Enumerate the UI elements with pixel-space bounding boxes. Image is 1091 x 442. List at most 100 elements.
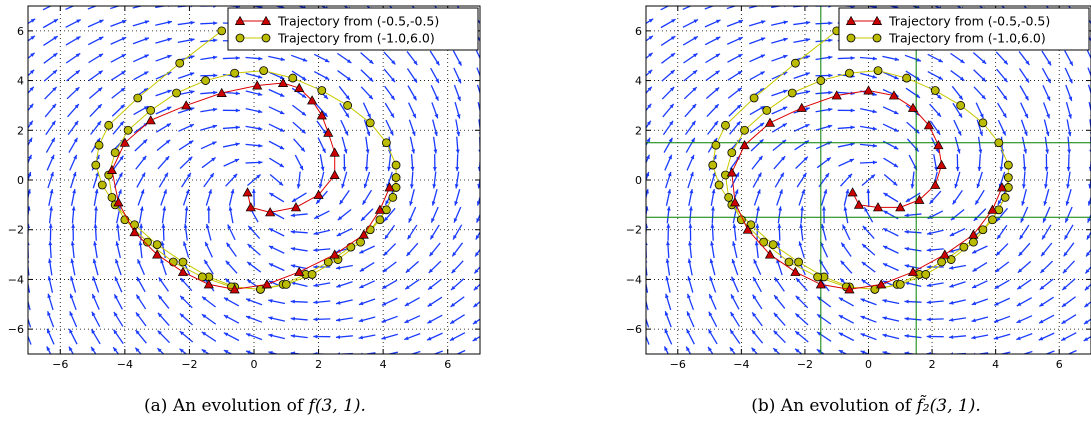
vector-arrowhead — [1044, 167, 1049, 172]
vector-arrowhead — [323, 94, 328, 99]
vector-arrowhead — [212, 124, 217, 129]
vector-arrowhead — [838, 315, 844, 319]
vector-arrowhead — [321, 148, 326, 153]
vector-arrowhead — [301, 129, 306, 134]
vector-arrowhead — [455, 166, 460, 172]
vector-arrowhead — [28, 171, 32, 177]
vector-arrowhead — [736, 121, 741, 126]
vector-arrow — [478, 119, 480, 133]
data-point-circle — [711, 140, 721, 150]
vector-arrowhead — [735, 172, 739, 177]
vector-arrowhead — [691, 104, 697, 109]
data-point-triangle — [316, 110, 327, 120]
y-tick-label: 0 — [17, 174, 24, 187]
vector-arrowhead — [412, 95, 417, 101]
vector-arrowhead — [1003, 60, 1008, 65]
vector-arrowhead — [451, 268, 456, 274]
vector-arrowhead — [206, 206, 211, 211]
vector-arrowhead — [268, 350, 273, 354]
vector-arrowhead — [96, 121, 101, 126]
legend-label: Trajectory from (-0.5,-0.5) — [888, 14, 1050, 29]
vector-arrowhead — [731, 294, 735, 299]
vector-arrowhead — [915, 76, 921, 81]
vector-arrowhead — [647, 103, 652, 109]
vector-arrowhead — [916, 57, 921, 62]
vector-arrow — [477, 101, 480, 114]
vector-arrowhead — [671, 2, 675, 6]
vector-arrowhead — [404, 302, 410, 306]
vector-arrowhead — [758, 155, 763, 161]
vector-arrowhead — [838, 297, 844, 302]
vector-arrowhead — [996, 251, 1001, 256]
vector-arrowhead — [693, 19, 699, 24]
data-point-circle — [794, 257, 803, 267]
vector-arrowhead — [995, 268, 1000, 273]
vector-arrowhead — [1039, 285, 1045, 290]
vector-arrow — [432, 350, 443, 354]
vector-arrowhead — [157, 312, 163, 318]
vector-arrowhead — [456, 114, 461, 119]
vector-arrowhead — [949, 248, 954, 253]
data-point-triangle — [294, 266, 305, 276]
vector-arrowhead — [1038, 336, 1044, 341]
data-point-circle — [921, 270, 931, 279]
vector-arrowhead — [389, 130, 394, 136]
legend: Trajectory from (-0.5,-0.5) Trajectory fr… — [227, 7, 479, 51]
vector-arrowhead — [98, 36, 104, 41]
vector-arrowhead — [872, 160, 877, 165]
vector-arrowhead — [69, 311, 74, 316]
vector-arrowhead — [301, 111, 306, 116]
vector-arrowhead — [167, 89, 172, 94]
vector-arrowhead — [956, 148, 961, 154]
data-point-circle — [708, 160, 718, 170]
x-tick-label: −6 — [670, 358, 686, 371]
vector-arrowhead — [390, 95, 395, 100]
vector-arrowhead — [76, 36, 81, 41]
vector-arrowhead — [671, 19, 676, 23]
data-point-triangle — [177, 266, 189, 276]
data-point-triangle — [888, 90, 900, 100]
vector-arrow — [1089, 119, 1091, 133]
data-point-circle — [97, 180, 107, 190]
x-tick-label: 4 — [380, 358, 387, 371]
vector-arrowhead — [1063, 251, 1068, 257]
vector-arrowhead — [977, 166, 982, 172]
vector-arrowhead — [850, 125, 855, 130]
vector-arrowhead — [166, 106, 172, 111]
vector-arrowhead — [268, 245, 274, 250]
vector-arrowhead — [926, 334, 931, 339]
vector-arrow — [132, 6, 144, 9]
vector-arrowhead — [97, 104, 102, 109]
vector-arrowhead — [92, 294, 96, 299]
x-tick-label: 4 — [992, 358, 999, 371]
vector-arrowhead — [144, 37, 149, 42]
data-point-circle — [759, 237, 769, 247]
vector-arrowhead — [926, 317, 931, 322]
data-point-circle — [988, 215, 997, 225]
vector-arrowhead — [1019, 234, 1024, 240]
vector-arrowhead — [120, 87, 126, 92]
vector-arrowhead — [950, 216, 956, 221]
vector-arrowhead — [715, 36, 721, 41]
data-point-circle — [978, 225, 988, 235]
vector-arrowhead — [336, 265, 341, 270]
vector-arrowhead — [301, 76, 307, 81]
vector-arrowhead — [121, 20, 127, 24]
vector-arrowhead — [1039, 302, 1044, 307]
vector-arrowhead — [316, 199, 321, 204]
vector-arrowhead — [94, 189, 99, 194]
vector-arrowhead — [1065, 218, 1069, 223]
vector-arrowhead — [212, 141, 217, 146]
vector-arrowhead — [382, 268, 388, 273]
vector-arrowhead — [971, 301, 977, 306]
vector-arrowhead — [778, 206, 783, 211]
vector-arrowhead — [994, 301, 999, 306]
vector-arrowhead — [188, 140, 194, 145]
vector-arrowhead — [709, 294, 713, 299]
vector-arrowhead — [162, 206, 167, 211]
vector-arrowhead — [473, 320, 478, 325]
vector-arrowhead — [76, 2, 80, 6]
data-point-circle — [1000, 192, 1010, 202]
vector-arrowhead — [121, 37, 127, 41]
data-point-circle — [346, 242, 356, 252]
